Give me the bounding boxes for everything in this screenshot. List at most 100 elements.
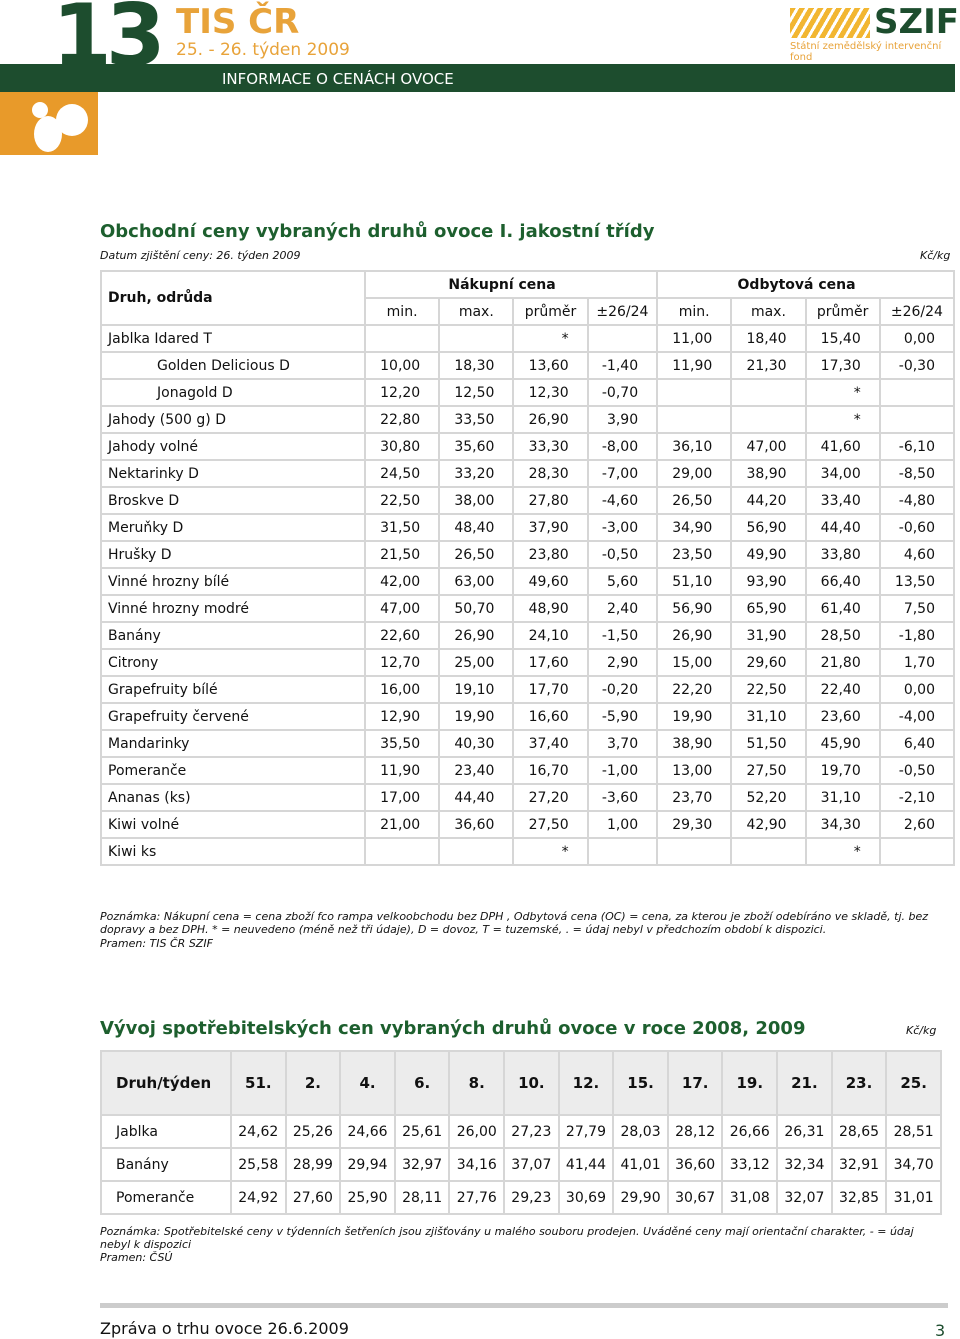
cell: -3,60 (586, 783, 659, 812)
cell: 23,70 (656, 783, 733, 812)
cell: 13,50 (878, 567, 956, 596)
cell: 23,40 (438, 756, 515, 785)
table-row: Jonagold D 12,20 12,50 12,30 -0,70 * (100, 378, 956, 407)
cell (363, 837, 441, 866)
cell: 19,10 (438, 675, 515, 704)
cell: 17,60 (512, 648, 589, 677)
row-name: Meruňky D (100, 513, 366, 542)
cell: 6,40 (878, 729, 956, 758)
cell: * (512, 837, 589, 866)
cell: 48,90 (512, 594, 589, 623)
week-head: 25. (885, 1050, 942, 1116)
cell: 37,40 (512, 729, 589, 758)
cell: 42,90 (730, 810, 807, 839)
cell: 49,90 (730, 540, 807, 569)
cell: 27,79 (557, 1114, 615, 1149)
cell: 23,80 (512, 540, 589, 569)
cell: 15,00 (656, 648, 733, 677)
row-name: Nektarinky D (100, 459, 366, 488)
header-row: Druh/týden 51. 2. 4. 6. 8. 10. 12. 15. 17. 19. 21. 2… (100, 1050, 942, 1116)
row-name: Jablka Idared T (100, 324, 366, 353)
cell: 16,60 (512, 702, 589, 731)
cell: 17,30 (804, 351, 881, 380)
cell: -8,00 (586, 432, 659, 461)
logo-subtitle: Státní zemědělský intervenční fond (790, 41, 942, 63)
cell: 50,70 (438, 594, 515, 623)
table-row: Vinné hrozny bílé 42,00 63,00 49,60 5,60 51,1… (100, 567, 956, 596)
table-row: Pomeranče 11,90 23,40 16,70 -1,00 13,00 27,50 1… (100, 756, 956, 785)
note: Poznámka: Spotřebitelské ceny v týdenníc… (100, 1225, 914, 1251)
cell: 21,80 (804, 648, 881, 677)
cell: 2,40 (586, 594, 659, 623)
cell: * (804, 405, 881, 434)
cell: 27,50 (730, 756, 807, 785)
cell: 17,70 (512, 675, 589, 704)
table-row: Banány 25,58 28,99 29,94 32,97 34,16 37,07 41,4… (100, 1147, 942, 1182)
cell (878, 405, 956, 434)
banner-bar (0, 64, 955, 92)
cell: 29,00 (656, 459, 733, 488)
cell: 35,60 (438, 432, 515, 461)
table-row: Meruňky D 31,50 48,40 37,90 -3,00 34,90 56,90 4… (100, 513, 956, 542)
week-head: 19. (721, 1050, 779, 1116)
cell (438, 324, 515, 353)
week-head: 17. (666, 1050, 724, 1116)
cell: 0,00 (878, 324, 956, 353)
cell: 25,61 (393, 1114, 451, 1149)
cell: 27,76 (448, 1180, 506, 1215)
footer-text: Zpráva o trhu ovoce 26.6.2009 (100, 1319, 349, 1338)
cell (730, 837, 807, 866)
table-row: Jahody (500 g) D 22,80 33,50 26,90 3,90 * (100, 405, 956, 434)
cell: 21,00 (363, 810, 441, 839)
week-head: 12. (557, 1050, 615, 1116)
cell: 7,50 (878, 594, 956, 623)
cell (586, 324, 659, 353)
cell: -1,00 (586, 756, 659, 785)
brand: TIS ČR (176, 2, 300, 42)
cell: * (804, 378, 881, 407)
cell (363, 324, 441, 353)
cell (730, 405, 807, 434)
row-name: Jahody volné (100, 432, 366, 461)
week-head: 15. (612, 1050, 669, 1116)
table-row: Ananas (ks) 17,00 44,40 27,20 -3,60 23,70 52,2… (100, 783, 956, 812)
cell: 32,34 (776, 1147, 833, 1182)
logo: SZIF (874, 2, 960, 42)
cell: 28,65 (830, 1114, 888, 1149)
cell: 5,60 (586, 567, 659, 596)
table-row: Golden Delicious D 10,00 18,30 13,60 -1,40 11… (100, 351, 956, 380)
cell: 22,50 (363, 486, 441, 515)
cell: 26,50 (656, 486, 733, 515)
cell: 22,60 (363, 621, 441, 650)
cell: 18,40 (730, 324, 807, 353)
row-name: Pomeranče (100, 756, 366, 785)
cell: 10,00 (363, 351, 441, 380)
cell: -3,00 (586, 513, 659, 542)
cell: -0,50 (878, 756, 956, 785)
cell: 33,80 (804, 540, 881, 569)
row-name: Citrony (100, 648, 366, 677)
consumer-table: Druh/týden 51. 2. 4. 6. 8. 10. 12. 15. 17. 19. 21. 2… (100, 1050, 942, 1215)
subhead: ±26/24 (586, 297, 659, 326)
unit: Kč/kg (920, 249, 951, 262)
unit: Kč/kg (906, 1024, 937, 1037)
fruit-icon (0, 92, 98, 155)
table-row: Pomeranče 24,92 27,60 25,90 28,11 27,76 29,23 3… (100, 1180, 942, 1215)
cell: 31,08 (721, 1180, 779, 1215)
cell: 26,90 (656, 621, 733, 650)
cell: 44,40 (438, 783, 515, 812)
cell: 41,60 (804, 432, 881, 461)
cell: 36,10 (656, 432, 733, 461)
cell: 31,90 (730, 621, 807, 650)
cell: -0,20 (586, 675, 659, 704)
section-title: Obchodní ceny vybraných druhů ovoce I. j… (100, 221, 655, 242)
column-head: Druh/týden (100, 1050, 232, 1116)
row-name: Broskve D (100, 486, 366, 515)
cell: 34,90 (656, 513, 733, 542)
cell (656, 378, 733, 407)
cell: 30,67 (666, 1180, 724, 1215)
cell: 33,50 (438, 405, 515, 434)
cell: -7,00 (586, 459, 659, 488)
table-row: Grapefruity bílé 16,00 19,10 17,70 -0,20 22,2… (100, 675, 956, 704)
cell (730, 378, 807, 407)
